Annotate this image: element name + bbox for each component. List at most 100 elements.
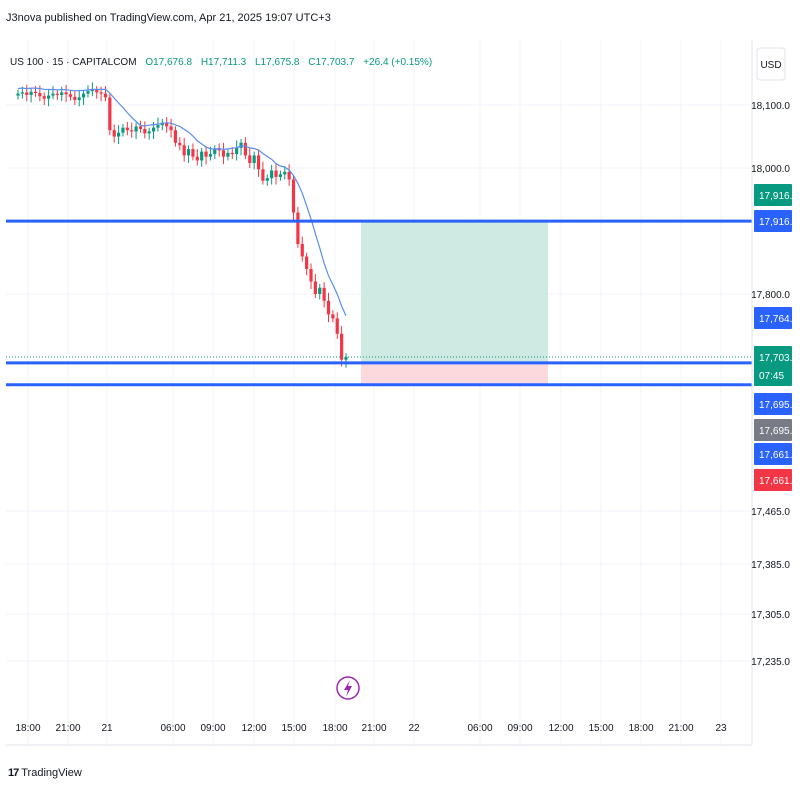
price-tag (754, 184, 792, 206)
candle-body (340, 333, 344, 360)
candle-body (138, 126, 143, 129)
profit-zone (361, 220, 548, 364)
candle-body (318, 287, 322, 294)
candle-body (309, 269, 313, 282)
price-tag (754, 210, 792, 232)
candle-body (156, 125, 160, 128)
candle-body (335, 318, 339, 334)
candle-body (274, 170, 278, 177)
publisher-header: J3nova published on TradingView.com, Apr… (6, 12, 331, 24)
candle-body (305, 256, 309, 269)
candle-body (147, 131, 151, 134)
price-tag (754, 393, 792, 415)
legend-symbol[interactable]: US 100 · 15 · CAPITALCOM (10, 57, 137, 68)
price-tag (754, 307, 792, 329)
candle-body (208, 154, 213, 157)
candle-body (25, 92, 29, 95)
candle-body (82, 93, 86, 98)
candle-body (265, 178, 269, 181)
candle-body (252, 155, 256, 163)
candle-body (331, 314, 335, 319)
x-tick-label: 06:00 (160, 723, 185, 734)
candle-body (178, 142, 182, 146)
currency-button[interactable]: USD (756, 47, 786, 81)
candle-body (169, 126, 173, 131)
price-tag-label: 17,661.0 (759, 476, 798, 487)
x-tick-label: 18:00 (628, 723, 653, 734)
candle-body (20, 92, 24, 94)
x-tick-label: 15:00 (281, 723, 306, 734)
x-tick-label: 22 (408, 723, 420, 734)
y-tick-label: 18,100.0 (751, 101, 790, 112)
x-tick-label: 15:00 (588, 723, 613, 734)
y-tick-label: 18,000.0 (751, 164, 790, 175)
candle-body (291, 179, 296, 213)
x-tick-label: 21:00 (668, 723, 693, 734)
y-tick-label: 17,305.0 (751, 610, 790, 621)
price-tag (754, 443, 792, 465)
candle-body (322, 287, 326, 301)
candle-body (283, 171, 287, 175)
candle-body (195, 156, 199, 161)
candle-body (108, 97, 112, 131)
price-tag-label: 17,916.9 (759, 191, 798, 202)
candle-body (90, 89, 94, 92)
candle-body (243, 142, 248, 156)
y-tick-label: 17,465.0 (751, 507, 790, 518)
horizontal-levels[interactable] (6, 219, 752, 387)
x-tick-label: 21 (101, 723, 113, 734)
price-tags: 17,916.9 17,916.7 17,764.6 17,703.7 07:45 17,… (754, 184, 798, 491)
legend-low: L17,675.8 (255, 57, 300, 68)
tradingview-logo[interactable]: 17 TradingView (8, 767, 82, 779)
tradingview-logo-text: TradingView (21, 767, 82, 779)
y-tick-label: 17,235.0 (751, 657, 790, 668)
candle-body (55, 93, 59, 95)
x-tick-label: 21:00 (55, 723, 80, 734)
candle-body (270, 170, 274, 179)
candle-body (143, 128, 147, 134)
price-tag-label: 17,764.6 (759, 314, 798, 325)
candle-body (99, 92, 103, 94)
candle-body (173, 130, 178, 143)
position-zones[interactable] (361, 220, 548, 386)
tradingview-mark-icon: 17 (8, 767, 19, 779)
legend-close: C17,703.7 (308, 57, 355, 68)
y-tick-label: 17,800.0 (751, 290, 790, 301)
price-tag-label: 17,703.7 (759, 353, 798, 364)
candle-body (130, 130, 134, 132)
candle-body (230, 152, 234, 155)
candlestick-series (16, 82, 348, 368)
candle-body (300, 244, 304, 257)
candle-body (125, 127, 129, 131)
candle-body (200, 151, 204, 161)
candle-body (191, 149, 195, 157)
candle-body (103, 93, 108, 98)
price-tag-label: 17,916.7 (759, 217, 798, 228)
candle-body (42, 96, 46, 99)
candle-body (51, 93, 55, 96)
candle-body (116, 132, 121, 137)
candle-body (121, 127, 125, 133)
candle-body (165, 122, 169, 127)
price-tag-label: 17,695.0 (759, 426, 798, 437)
candle-body (95, 89, 99, 93)
candle-body (261, 169, 265, 181)
candle-body (47, 95, 51, 99)
x-tick-label: 09:00 (507, 723, 532, 734)
price-tag (754, 469, 792, 491)
price-axis[interactable]: 18,100.0 18,000.0 17,800.0 17,465.0 17,385.0… (751, 101, 790, 668)
candle-body (217, 149, 221, 151)
legend-high: H17,711.3 (200, 57, 247, 68)
time-axis[interactable]: 18:00 21:00 21 06:00 09:00 12:00 15:00 18:00 21:… (15, 723, 727, 734)
x-tick-label: 23 (715, 723, 727, 734)
candle-body (33, 91, 38, 94)
candle-body (64, 92, 68, 95)
x-tick-label: 21:00 (361, 723, 386, 734)
candle-body (278, 174, 282, 177)
candle-body (134, 126, 138, 132)
moving-average-line (17, 87, 347, 317)
candle-body (186, 149, 191, 156)
chart-grid (6, 40, 752, 745)
lightning-icon[interactable] (336, 676, 360, 700)
